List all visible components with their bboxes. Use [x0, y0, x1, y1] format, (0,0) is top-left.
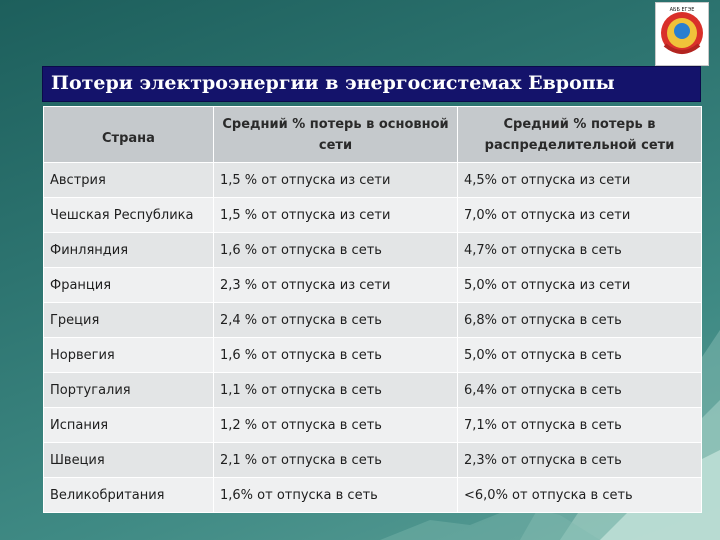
table-row: Австрия 1,5 % от отпуска из сети 4,5% от… [43, 162, 702, 198]
main-grid-loss-cell: 1,6 % от отпуска в сеть [213, 232, 458, 268]
main-grid-loss-cell: 1,2 % от отпуска в сеть [213, 407, 458, 443]
table-row: Финляндия 1,6 % от отпуска в сеть 4,7% о… [43, 232, 702, 268]
main-grid-loss-cell: 2,3 % от отпуска из сети [213, 267, 458, 303]
table-row: Португалия 1,1 % от отпуска в сеть 6,4% … [43, 372, 702, 408]
distribution-loss-cell: 7,1% от отпуска в сеть [457, 407, 702, 443]
country-cell: Норвегия [43, 337, 214, 373]
table-row: Швеция 2,1 % от отпуска в сеть 2,3% от о… [43, 442, 702, 478]
table-row: Греция 2,4 % от отпуска в сеть 6,8% от о… [43, 302, 702, 338]
header-main-grid: Средний % потерь в основной сети [213, 106, 458, 163]
country-cell: Великобритания [43, 477, 214, 513]
country-cell: Франция [43, 267, 214, 303]
main-grid-loss-cell: 1,1 % от отпуска в сеть [213, 372, 458, 408]
header-country: Страна [43, 106, 214, 163]
header-distribution-grid: Средний % потерь в распределительной сет… [457, 106, 702, 163]
distribution-loss-cell: 2,3% от отпуска в сеть [457, 442, 702, 478]
slide-title: Потери электроэнергии в энергосистемах Е… [51, 72, 615, 94]
main-grid-loss-cell: 2,1 % от отпуска в сеть [213, 442, 458, 478]
country-cell: Португалия [43, 372, 214, 408]
distribution-loss-cell: <6,0% от отпуска в сеть [457, 477, 702, 513]
table-row: Франция 2,3 % от отпуска из сети 5,0% от… [43, 267, 702, 303]
country-cell: Испания [43, 407, 214, 443]
distribution-loss-cell: 6,8% от отпуска в сеть [457, 302, 702, 338]
losses-table: Страна Средний % потерь в основной сети … [43, 106, 702, 513]
distribution-loss-cell: 4,7% от отпуска в сеть [457, 232, 702, 268]
distribution-loss-cell: 6,4% от отпуска в сеть [457, 372, 702, 408]
main-grid-loss-cell: 1,5 % от отпуска из сети [213, 197, 458, 233]
distribution-loss-cell: 5,0% от отпуска в сеть [457, 337, 702, 373]
main-grid-loss-cell: 1,6 % от отпуска в сеть [213, 337, 458, 373]
table-row: Чешская Республика 1,5 % от отпуска из с… [43, 197, 702, 233]
table-row: Великобритания 1,6% от отпуска в сеть <6… [43, 477, 702, 513]
distribution-loss-cell: 4,5% от отпуска из сети [457, 162, 702, 198]
main-grid-loss-cell: 2,4 % от отпуска в сеть [213, 302, 458, 338]
country-cell: Австрия [43, 162, 214, 198]
logo-text: АББ ЕГЭЕ [670, 7, 695, 13]
table-row: Испания 1,2 % от отпуска в сеть 7,1% от … [43, 407, 702, 443]
country-cell: Финляндия [43, 232, 214, 268]
country-cell: Швеция [43, 442, 214, 478]
header-row: Страна Средний % потерь в основной сети … [43, 106, 702, 163]
country-cell: Чешская Республика [43, 197, 214, 233]
main-grid-loss-cell: 1,5 % от отпуска из сети [213, 162, 458, 198]
country-cell: Греция [43, 302, 214, 338]
emblem-logo-icon: АББ ЕГЭЕ [661, 7, 703, 54]
distribution-loss-cell: 5,0% от отпуска из сети [457, 267, 702, 303]
table-row: Норвегия 1,6 % от отпуска в сеть 5,0% от… [43, 337, 702, 373]
title-bar: Потери электроэнергии в энергосистемах Е… [42, 66, 701, 102]
main-grid-loss-cell: 1,6% от отпуска в сеть [213, 477, 458, 513]
emblem-logo: АББ ЕГЭЕ [655, 2, 709, 66]
distribution-loss-cell: 7,0% от отпуска из сети [457, 197, 702, 233]
